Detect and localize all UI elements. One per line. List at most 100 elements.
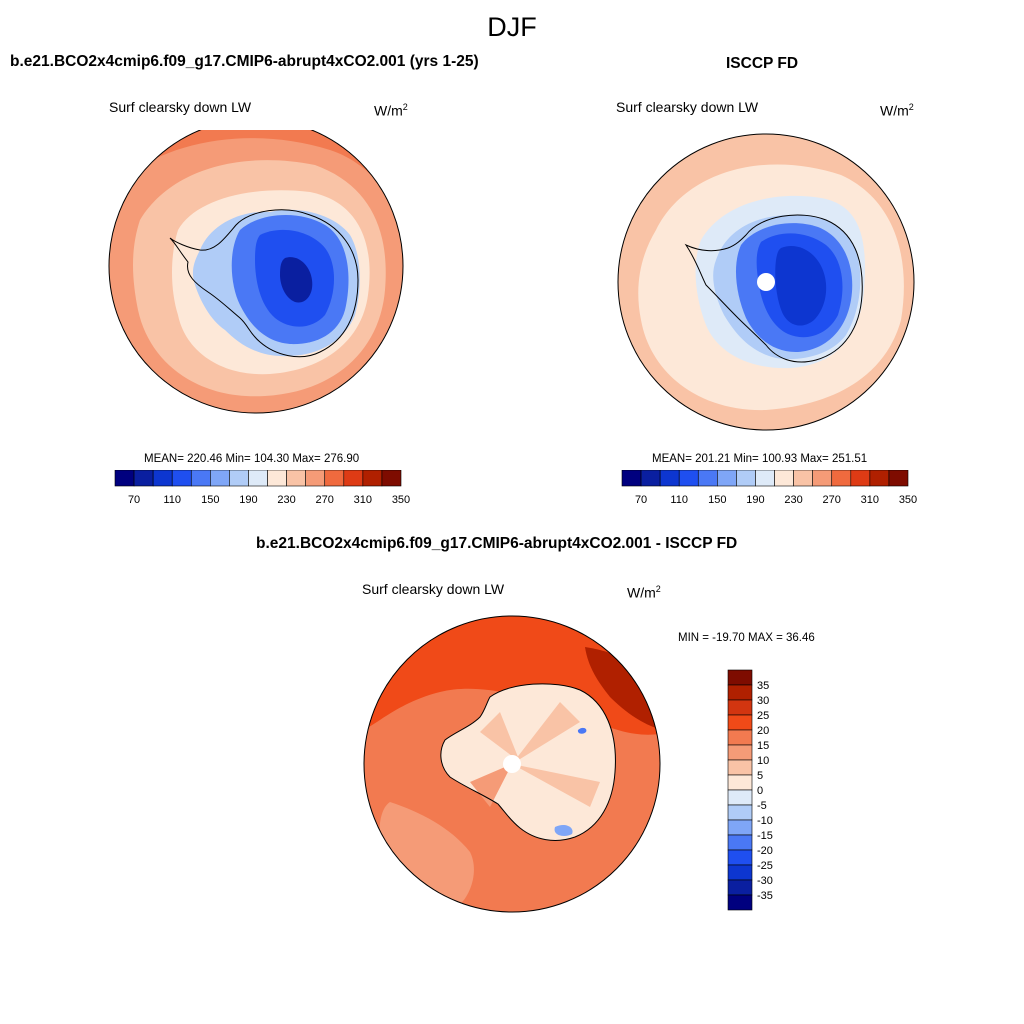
model-colorbar-tick-label: 70 xyxy=(128,494,140,506)
obs-colorbar-swatch xyxy=(621,470,642,487)
obs-colorbar-tick-label: 110 xyxy=(670,494,688,506)
diff-polar-map xyxy=(363,615,661,913)
obs-colorbar: 70 110 150 190 230 270 310 350 xyxy=(621,470,917,506)
model-polar-map xyxy=(108,130,404,414)
diff-variable-label: Surf clearsky down LW xyxy=(362,581,505,597)
diff-colorbar-tick-label: 25 xyxy=(757,710,769,722)
model-colorbar-swatch xyxy=(286,470,306,487)
obs-colorbar-tick-label: 310 xyxy=(861,494,879,506)
diff-colorbar-tick-label: 5 xyxy=(757,770,763,782)
model-colorbar-tick-label: 150 xyxy=(201,494,219,506)
model-colorbar-swatch xyxy=(324,470,345,487)
obs-units-label: W/m2 xyxy=(880,102,914,119)
diff-negative-patch-2 xyxy=(577,727,587,734)
diff-colorbar-tick-label: 30 xyxy=(757,695,769,707)
obs-antarctica-coastline xyxy=(684,214,863,363)
obs-colorbar-swatch xyxy=(717,470,737,487)
diff-colorbar-swatch xyxy=(727,804,753,821)
diff-colorbar-tick-label: -15 xyxy=(757,830,773,842)
diff-colorbar-tick-label: -20 xyxy=(757,845,773,857)
obs-colorbar-tick-label: 230 xyxy=(784,494,802,506)
obs-colorbar-swatch xyxy=(869,470,890,487)
diff-colorbar-swatch xyxy=(727,819,753,836)
model-panel-title: b.e21.BCO2x4cmip6.f09_g17.CMIP6-abrupt4x… xyxy=(10,53,479,70)
model-colorbar-tick-label: 230 xyxy=(277,494,295,506)
diff-colorbar-swatch xyxy=(727,729,753,746)
diff-colorbar-tick-label: 15 xyxy=(757,740,769,752)
diff-colorbar-swatch xyxy=(727,864,753,881)
diff-streak-2 xyxy=(512,702,580,764)
obs-colorbar-swatch xyxy=(640,470,661,487)
model-colorbar-swatch xyxy=(171,470,192,487)
obs-colorbar-tick-label: 350 xyxy=(899,494,917,506)
model-antarctica-coastline xyxy=(169,209,359,358)
model-colorbar-swatch xyxy=(152,470,173,487)
diff-colorbar-tick-label: 10 xyxy=(757,755,769,767)
model-colorbar: 70 110 150 190 230 270 310 350 xyxy=(114,470,410,506)
model-colorbar-swatch xyxy=(267,470,287,487)
model-colorbar-swatch xyxy=(362,470,383,487)
model-ice-dark xyxy=(280,257,313,303)
model-units-label: W/m2 xyxy=(374,102,408,119)
diff-colorbar-tick-label: -25 xyxy=(757,860,773,872)
obs-colorbar-swatch xyxy=(831,470,852,487)
obs-colorbar-swatch xyxy=(755,470,775,487)
model-colorbar-swatch xyxy=(229,470,249,487)
figure-title: DJF xyxy=(487,12,537,42)
model-colorbar-swatch xyxy=(248,470,268,487)
diff-map-border xyxy=(363,615,661,913)
diff-colorbar-swatch xyxy=(727,714,753,731)
obs-ice-dark xyxy=(775,246,827,326)
model-map-border xyxy=(108,130,404,414)
obs-colorbar-swatch xyxy=(850,470,871,487)
model-colorbar-swatch xyxy=(133,470,154,487)
diff-colorbar-swatch xyxy=(727,699,753,716)
diff-colorbar-tick-label: -5 xyxy=(757,800,767,812)
diff-colorbar-tick-label: 0 xyxy=(757,785,763,797)
model-colorbar-swatch xyxy=(381,470,402,487)
obs-colorbar-tick-label: 70 xyxy=(635,494,647,506)
obs-colorbar-tick-label: 190 xyxy=(746,494,764,506)
diff-streak-3 xyxy=(470,764,512,807)
diff-colorbar-swatch xyxy=(727,834,753,851)
obs-variable-label: Surf clearsky down LW xyxy=(616,99,759,115)
diff-colorbar-tick-label: 35 xyxy=(757,680,769,692)
model-stats: MEAN= 220.46 Min= 104.30 Max= 276.90 xyxy=(144,453,360,465)
model-colorbar-tick-label: 310 xyxy=(354,494,372,506)
diff-colorbar-tick-label: -10 xyxy=(757,815,773,827)
model-colorbar-swatch xyxy=(190,470,211,487)
diff-negative-patch-1 xyxy=(554,824,573,836)
obs-colorbar-swatch xyxy=(659,470,680,487)
diff-colorbar-swatch xyxy=(727,669,753,686)
diff-units-label: W/m2 xyxy=(627,584,661,601)
diff-antarctica-coastline xyxy=(440,683,616,841)
obs-colorbar-tick-label: 270 xyxy=(823,494,841,506)
obs-colorbar-swatch xyxy=(888,470,909,487)
obs-colorbar-tick-label: 150 xyxy=(708,494,726,506)
diff-panel-title: b.e21.BCO2x4cmip6.f09_g17.CMIP6-abrupt4x… xyxy=(256,535,738,552)
model-colorbar-tick-label: 350 xyxy=(392,494,410,506)
diff-colorbar: 35 30 25 20 15 10 5 0 -5 -10 -15 -20 -25 -30 -35 xyxy=(727,669,773,911)
model-colorbar-swatch xyxy=(305,470,326,487)
obs-colorbar-swatch xyxy=(793,470,813,487)
diff-colorbar-swatch xyxy=(727,744,753,761)
diff-colorbar-tick-label: -30 xyxy=(757,875,773,887)
obs-map-border xyxy=(617,133,915,431)
diff-colorbar-swatch xyxy=(727,879,753,896)
obs-polar-map xyxy=(617,133,915,431)
obs-colorbar-swatch xyxy=(678,470,699,487)
model-colorbar-tick-label: 190 xyxy=(239,494,257,506)
diff-colorbar-tick-label: 20 xyxy=(757,725,769,737)
diff-ocean-max xyxy=(585,647,660,732)
obs-colorbar-swatch xyxy=(697,470,718,487)
obs-colorbar-swatch xyxy=(736,470,756,487)
diff-streak-4 xyxy=(512,764,600,807)
model-colorbar-swatch xyxy=(343,470,364,487)
diff-pole-hole xyxy=(503,755,521,773)
obs-colorbar-swatch xyxy=(774,470,794,487)
diff-stats: MIN = -19.70 MAX = 36.46 xyxy=(678,632,815,644)
diff-colorbar-swatch xyxy=(727,684,753,701)
model-colorbar-tick-label: 270 xyxy=(316,494,334,506)
diff-colorbar-swatch xyxy=(727,789,753,806)
diff-colorbar-swatch xyxy=(727,759,753,776)
